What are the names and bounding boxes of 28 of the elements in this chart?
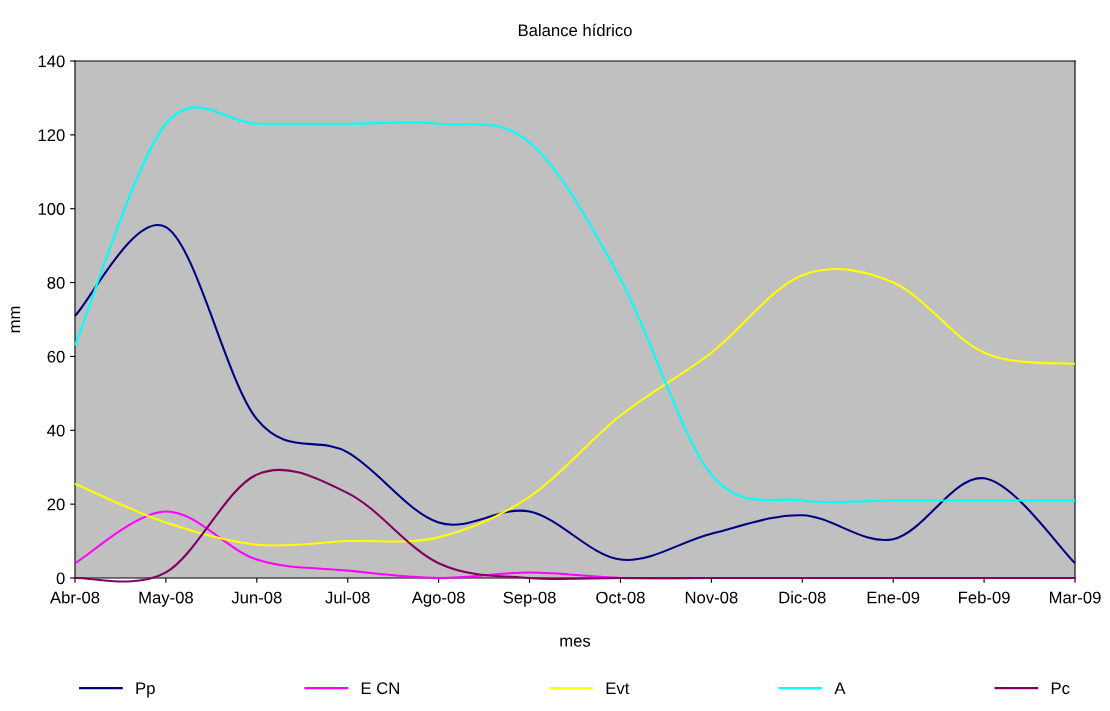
- x-tick-label: Jun-08: [231, 591, 282, 604]
- y-tick-label: 140: [38, 55, 65, 68]
- legend-label: E CN: [361, 682, 399, 695]
- legend-label: Evt: [606, 682, 630, 695]
- x-tick-label: Oct-08: [596, 591, 645, 604]
- y-tick-label: 60: [47, 350, 65, 363]
- chart-title: Balance hídrico: [518, 23, 632, 37]
- y-axis-title: mm: [11, 306, 21, 333]
- x-tick-label: Feb-09: [959, 591, 1010, 604]
- x-tick-label: Abr-08: [50, 591, 100, 604]
- x-tick-label: Sep-08: [503, 591, 556, 607]
- x-tick-label: Ago-08: [411, 591, 465, 607]
- legend-label: Pp: [136, 682, 155, 698]
- x-tick-label: May-08: [139, 591, 193, 607]
- y-tick-label: 100: [38, 203, 65, 215]
- y-tick-label: 120: [38, 129, 65, 142]
- y-tick-label: 40: [47, 424, 65, 437]
- x-tick-label: Dic-08: [779, 591, 826, 604]
- x-tick-label: Jul-08: [325, 591, 370, 604]
- x-tick-label: Nov-08: [685, 591, 738, 604]
- x-axis-title: mes: [560, 637, 591, 647]
- x-tick-label: Ene-09: [867, 591, 920, 604]
- legend-label: A: [834, 682, 846, 694]
- y-tick-label: 0: [56, 572, 65, 585]
- legend-label: Pc: [1051, 682, 1070, 695]
- y-tick-label: 80: [47, 276, 65, 289]
- y-tick-label: 20: [47, 498, 65, 511]
- x-tick-label: Mar-09: [1049, 591, 1101, 604]
